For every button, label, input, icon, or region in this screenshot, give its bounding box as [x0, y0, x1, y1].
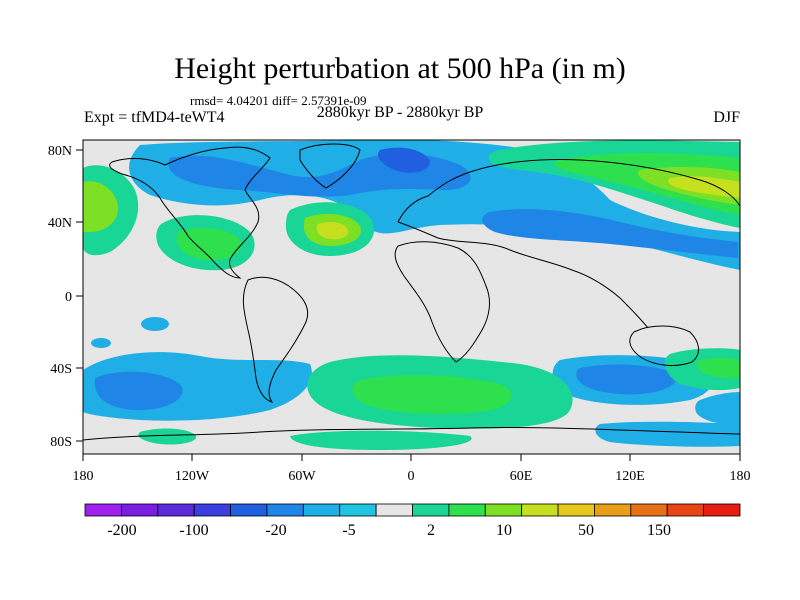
- colorbar-label: -5: [342, 522, 355, 539]
- lon-ticks: [82, 454, 741, 461]
- sh-positive-south-atlantic-core: [352, 375, 512, 414]
- colorbar-swatch: [594, 503, 632, 517]
- nh-negative-core-pole: [377, 147, 431, 173]
- coastlines: [83, 143, 740, 441]
- nh-positive-atlantic-peak: [316, 222, 349, 240]
- colorbar-label: -100: [179, 522, 208, 539]
- season-label: DJF: [713, 109, 740, 126]
- sh-positive-antarctic-1: [138, 428, 197, 445]
- lat-label: 40N: [48, 216, 72, 231]
- colorbar-swatch: [84, 503, 122, 517]
- sh-positive-antarctic-2: [290, 430, 472, 450]
- lat-label: 40S: [50, 362, 72, 377]
- lon-label: 120W: [175, 469, 210, 484]
- colorbar-label: -20: [265, 522, 286, 539]
- sh-negative-band-west-core: [94, 371, 183, 410]
- lon-label: 60E: [510, 469, 533, 484]
- colorbar-swatch: [448, 503, 486, 517]
- lat-label: 80N: [48, 144, 72, 159]
- colorbar-label: 50: [578, 522, 594, 539]
- sh-negative-band-far-east: [695, 392, 740, 425]
- nh-positive-asia-max: [667, 176, 740, 198]
- stats-text: rmsd= 4.04201 diff= 2.57391e-09: [190, 93, 367, 108]
- colorbar-swatch: [630, 503, 668, 517]
- sh-positive-east-pacific-core: [696, 357, 740, 379]
- colorbar-swatch: [703, 503, 741, 517]
- colorbar-swatch: [484, 503, 523, 517]
- lat-label: 80S: [50, 435, 72, 450]
- lon-label: 180: [730, 469, 751, 484]
- lon-label: 0: [408, 469, 415, 484]
- lat-label: 0: [65, 290, 72, 305]
- colorbar-label: 10: [496, 522, 512, 539]
- colorbar-swatch: [412, 503, 450, 517]
- lon-label: 60W: [288, 469, 316, 484]
- colorbar-swatch: [375, 503, 413, 517]
- lon-label: 180: [73, 469, 94, 484]
- sh-negative-antarctic: [595, 421, 740, 447]
- colorbar-swatch: [339, 503, 377, 517]
- nh-positive-west-pacific-core: [83, 181, 119, 232]
- colorbar-swatch: [230, 503, 268, 517]
- south-america-coastline: [242, 276, 309, 403]
- colorbar-swatch: [266, 503, 304, 517]
- colorbar-swatch: [193, 503, 231, 517]
- colorbar-swatch: [157, 503, 195, 517]
- contour-field: [83, 140, 740, 454]
- period-label: 2880kyr BP - 2880kyr BP: [316, 104, 484, 121]
- tropical-negative-cell-1: [141, 317, 169, 331]
- colorbar: [84, 503, 741, 517]
- colorbar-swatch: [302, 503, 341, 517]
- greenland-coastline: [299, 143, 361, 189]
- experiment-label: Expt = tfMD4-teWT4: [84, 109, 225, 126]
- nh-positive-north-america-core: [176, 227, 242, 261]
- colorbar-label: -200: [107, 522, 136, 539]
- europe-asia-coastline: [397, 159, 740, 329]
- colorbar-label: 150: [647, 522, 671, 539]
- colorbar-swatch: [521, 503, 559, 517]
- tropical-negative-cell-2: [91, 338, 111, 348]
- lat-ticks: [76, 149, 83, 442]
- colorbar-label: 2: [427, 522, 435, 539]
- chart-title: Height perturbation at 500 hPa (in m): [174, 52, 626, 85]
- nh-negative-band: [129, 140, 740, 270]
- colorbar-labels: -200 -100 -20 -5 2 10 50 150: [107, 522, 671, 539]
- colorbar-swatch: [557, 503, 595, 517]
- africa-coastline: [394, 241, 490, 363]
- colorbar-swatch: [120, 503, 159, 517]
- north-america-coastline: [109, 146, 271, 279]
- nh-negative-core-eurasia: [482, 209, 738, 258]
- antarctica-coastline: [83, 426, 740, 441]
- sh-negative-band-east-core: [576, 364, 677, 395]
- colorbar-swatch: [666, 503, 705, 517]
- lon-label: 120E: [615, 469, 645, 484]
- australia-coastline: [629, 325, 699, 366]
